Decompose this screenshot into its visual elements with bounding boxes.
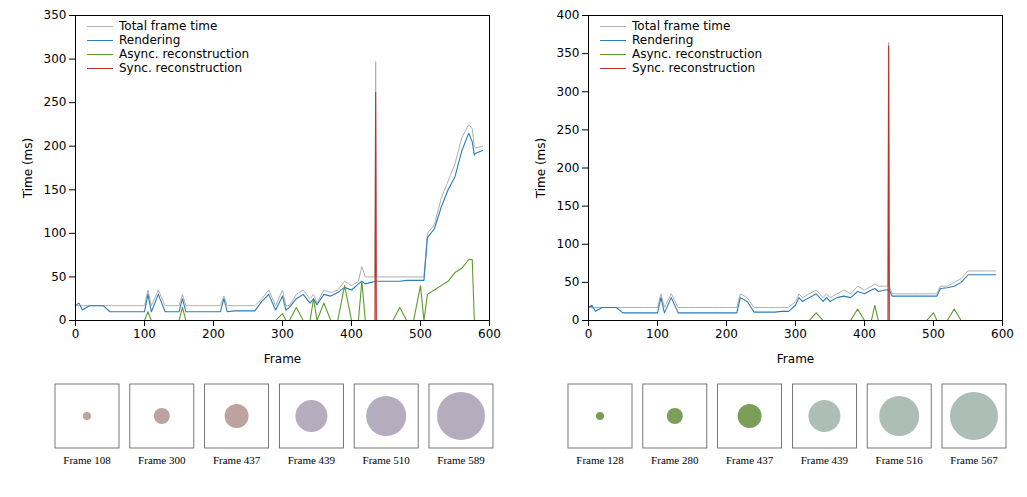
html-text:Rendering: Rendering bbox=[632, 33, 694, 47]
svg-text:600: 600 bbox=[478, 327, 501, 341]
svg-text:Frame 280: Frame 280 bbox=[651, 454, 699, 466]
svg-text:Frame 437: Frame 437 bbox=[213, 454, 261, 466]
svg-text:Frame 437: Frame 437 bbox=[726, 454, 774, 466]
svg-text:Time (ms): Time (ms) bbox=[534, 138, 548, 200]
svg-text:300: 300 bbox=[271, 327, 294, 341]
svg-text:300: 300 bbox=[557, 85, 580, 99]
svg-text:250: 250 bbox=[557, 123, 580, 137]
html-text:Sync. reconstruction: Sync. reconstruction bbox=[632, 61, 756, 75]
svg-text:Frame 439: Frame 439 bbox=[801, 454, 849, 466]
svg-text:400: 400 bbox=[853, 327, 876, 341]
svg-text:400: 400 bbox=[340, 327, 363, 341]
svg-text:400: 400 bbox=[557, 8, 580, 22]
svg-text:500: 500 bbox=[409, 327, 432, 341]
svg-text:Frame 108: Frame 108 bbox=[63, 454, 111, 466]
svg-text:Frame 510: Frame 510 bbox=[363, 454, 411, 466]
svg-text:100: 100 bbox=[44, 226, 67, 240]
svg-text:200: 200 bbox=[44, 139, 67, 153]
svg-text:0: 0 bbox=[572, 313, 580, 327]
svg-text:150: 150 bbox=[557, 199, 580, 213]
svg-text:50: 50 bbox=[51, 270, 66, 284]
svg-text:100: 100 bbox=[646, 327, 669, 341]
svg-text:200: 200 bbox=[557, 161, 580, 175]
svg-text:50: 50 bbox=[564, 275, 579, 289]
svg-text:200: 200 bbox=[715, 327, 738, 341]
svg-text:0: 0 bbox=[59, 313, 67, 327]
svg-text:0: 0 bbox=[72, 327, 80, 341]
svg-text:600: 600 bbox=[991, 327, 1014, 341]
svg-text:350: 350 bbox=[44, 8, 67, 22]
svg-text:300: 300 bbox=[784, 327, 807, 341]
svg-text:Frame: Frame bbox=[777, 352, 814, 366]
svg-text:500: 500 bbox=[922, 327, 945, 341]
svg-text:100: 100 bbox=[133, 327, 156, 341]
svg-text:Time (ms): Time (ms) bbox=[21, 138, 35, 200]
svg-text:Frame 300: Frame 300 bbox=[138, 454, 186, 466]
html-text:Async. reconstruction: Async. reconstruction bbox=[119, 47, 250, 61]
svg-text:0: 0 bbox=[585, 327, 593, 341]
html-text:Async. reconstruction: Async. reconstruction bbox=[632, 47, 763, 61]
svg-text:200: 200 bbox=[202, 327, 225, 341]
html-text:Total frame time: Total frame time bbox=[119, 19, 218, 33]
html-text:Sync. reconstruction: Sync. reconstruction bbox=[119, 61, 243, 75]
svg-text:Frame 567: Frame 567 bbox=[950, 454, 998, 466]
svg-text:100: 100 bbox=[557, 237, 580, 251]
svg-text:Frame 516: Frame 516 bbox=[876, 454, 924, 466]
svg-text:Frame 589: Frame 589 bbox=[437, 454, 485, 466]
svg-text:350: 350 bbox=[557, 46, 580, 60]
svg-text:250: 250 bbox=[44, 95, 67, 109]
svg-text:Frame 128: Frame 128 bbox=[576, 454, 624, 466]
svg-text:Frame: Frame bbox=[264, 352, 301, 366]
html-text:Rendering: Rendering bbox=[119, 33, 181, 47]
svg-text:150: 150 bbox=[44, 183, 67, 197]
svg-text:300: 300 bbox=[44, 52, 67, 66]
svg-text:Frame 439: Frame 439 bbox=[288, 454, 336, 466]
html-text:Total frame time: Total frame time bbox=[632, 19, 731, 33]
